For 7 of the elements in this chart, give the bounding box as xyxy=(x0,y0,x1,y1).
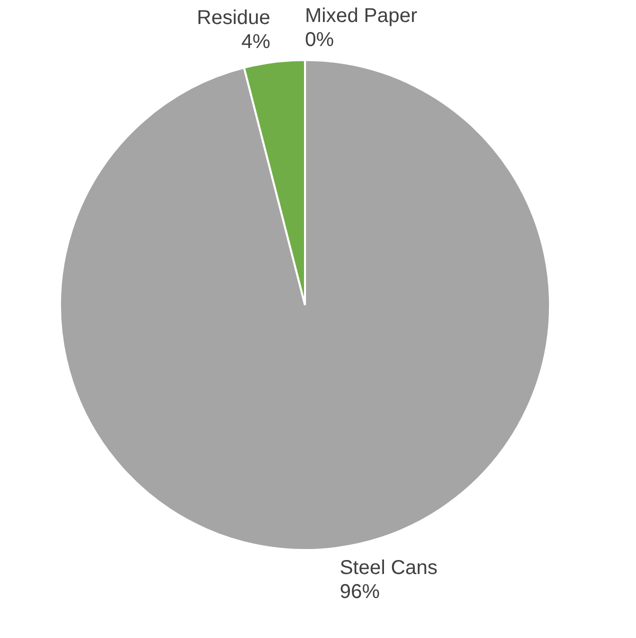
slice-label: Steel Cans xyxy=(340,556,438,579)
slice-label: Residue xyxy=(196,7,270,30)
data-label: 4% xyxy=(241,31,270,54)
data-label: 96% xyxy=(340,580,380,603)
text: 0% xyxy=(305,29,334,51)
category-label: Mixed Paper xyxy=(305,5,418,27)
pie-slice xyxy=(59,59,551,551)
